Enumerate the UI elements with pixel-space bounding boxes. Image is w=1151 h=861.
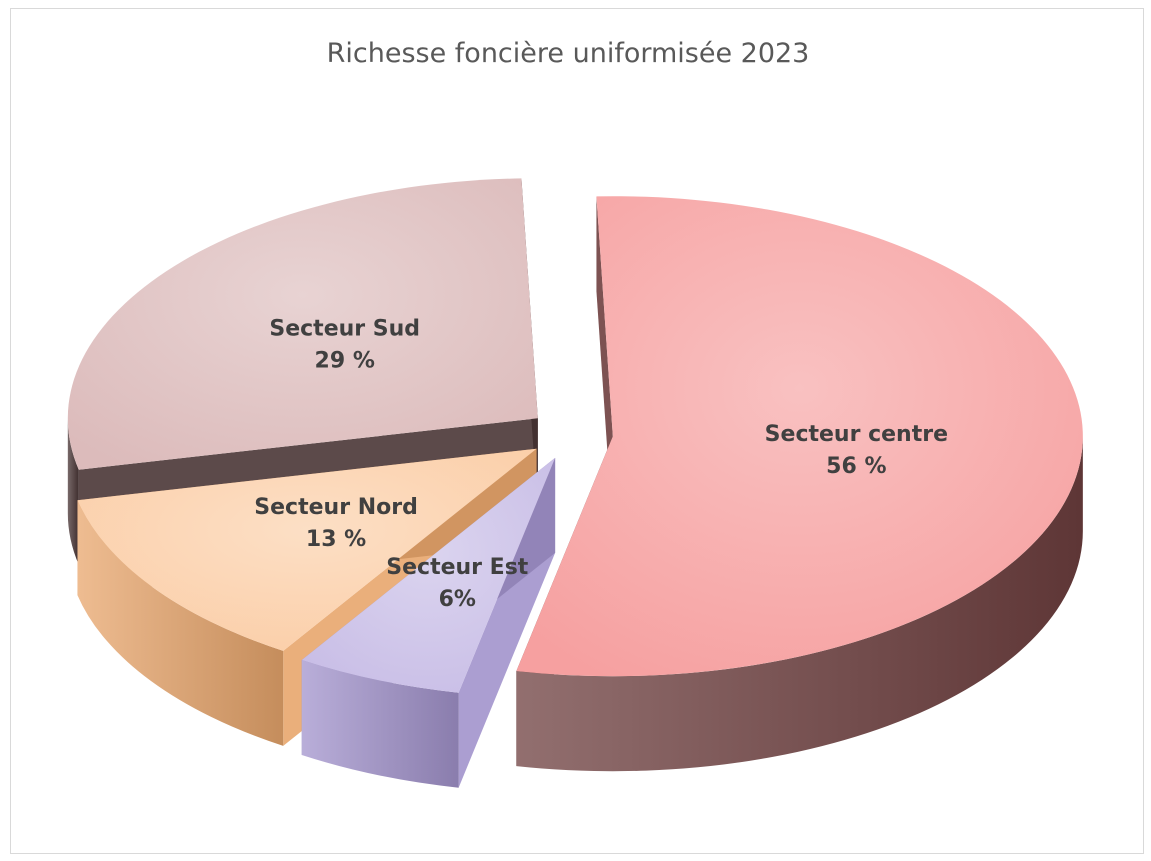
slice-value-secteur-sud: 29 % bbox=[315, 349, 375, 374]
slice-label-secteur-centre: Secteur centre bbox=[765, 422, 948, 447]
slices-layer bbox=[67, 178, 1083, 788]
pie-chart: Richesse foncière uniformisée 2023 Secte… bbox=[67, 38, 1083, 788]
pie-slice-side bbox=[77, 500, 284, 746]
chart-title: Richesse foncière uniformisée 2023 bbox=[327, 38, 810, 69]
labels-layer: Secteur centre 56 % Secteur Est 6% Secteur N… bbox=[254, 317, 948, 612]
pie-slice-top bbox=[301, 457, 556, 693]
slice-label-secteur-est: Secteur Est bbox=[386, 555, 529, 580]
pie-slice-secteur-centre bbox=[516, 196, 1083, 772]
pie-slice-side bbox=[301, 659, 459, 788]
pie-slice-secteur-est bbox=[301, 457, 556, 788]
slice-value-secteur-est: 6% bbox=[439, 587, 476, 612]
slice-value-secteur-nord: 13 % bbox=[306, 527, 366, 552]
pie-slice-top bbox=[77, 448, 537, 651]
slice-value-secteur-centre: 56 % bbox=[826, 454, 886, 479]
pie-slice-top bbox=[67, 178, 538, 470]
pie-slice-side bbox=[516, 436, 1083, 772]
pie-slice-side bbox=[67, 418, 79, 565]
slice-label-secteur-sud: Secteur Sud bbox=[269, 317, 420, 342]
chart-frame: Richesse foncière uniformisée 2023 Secte… bbox=[10, 8, 1144, 854]
slice-label-secteur-nord: Secteur Nord bbox=[254, 495, 418, 520]
pie-slice-top bbox=[516, 196, 1083, 677]
